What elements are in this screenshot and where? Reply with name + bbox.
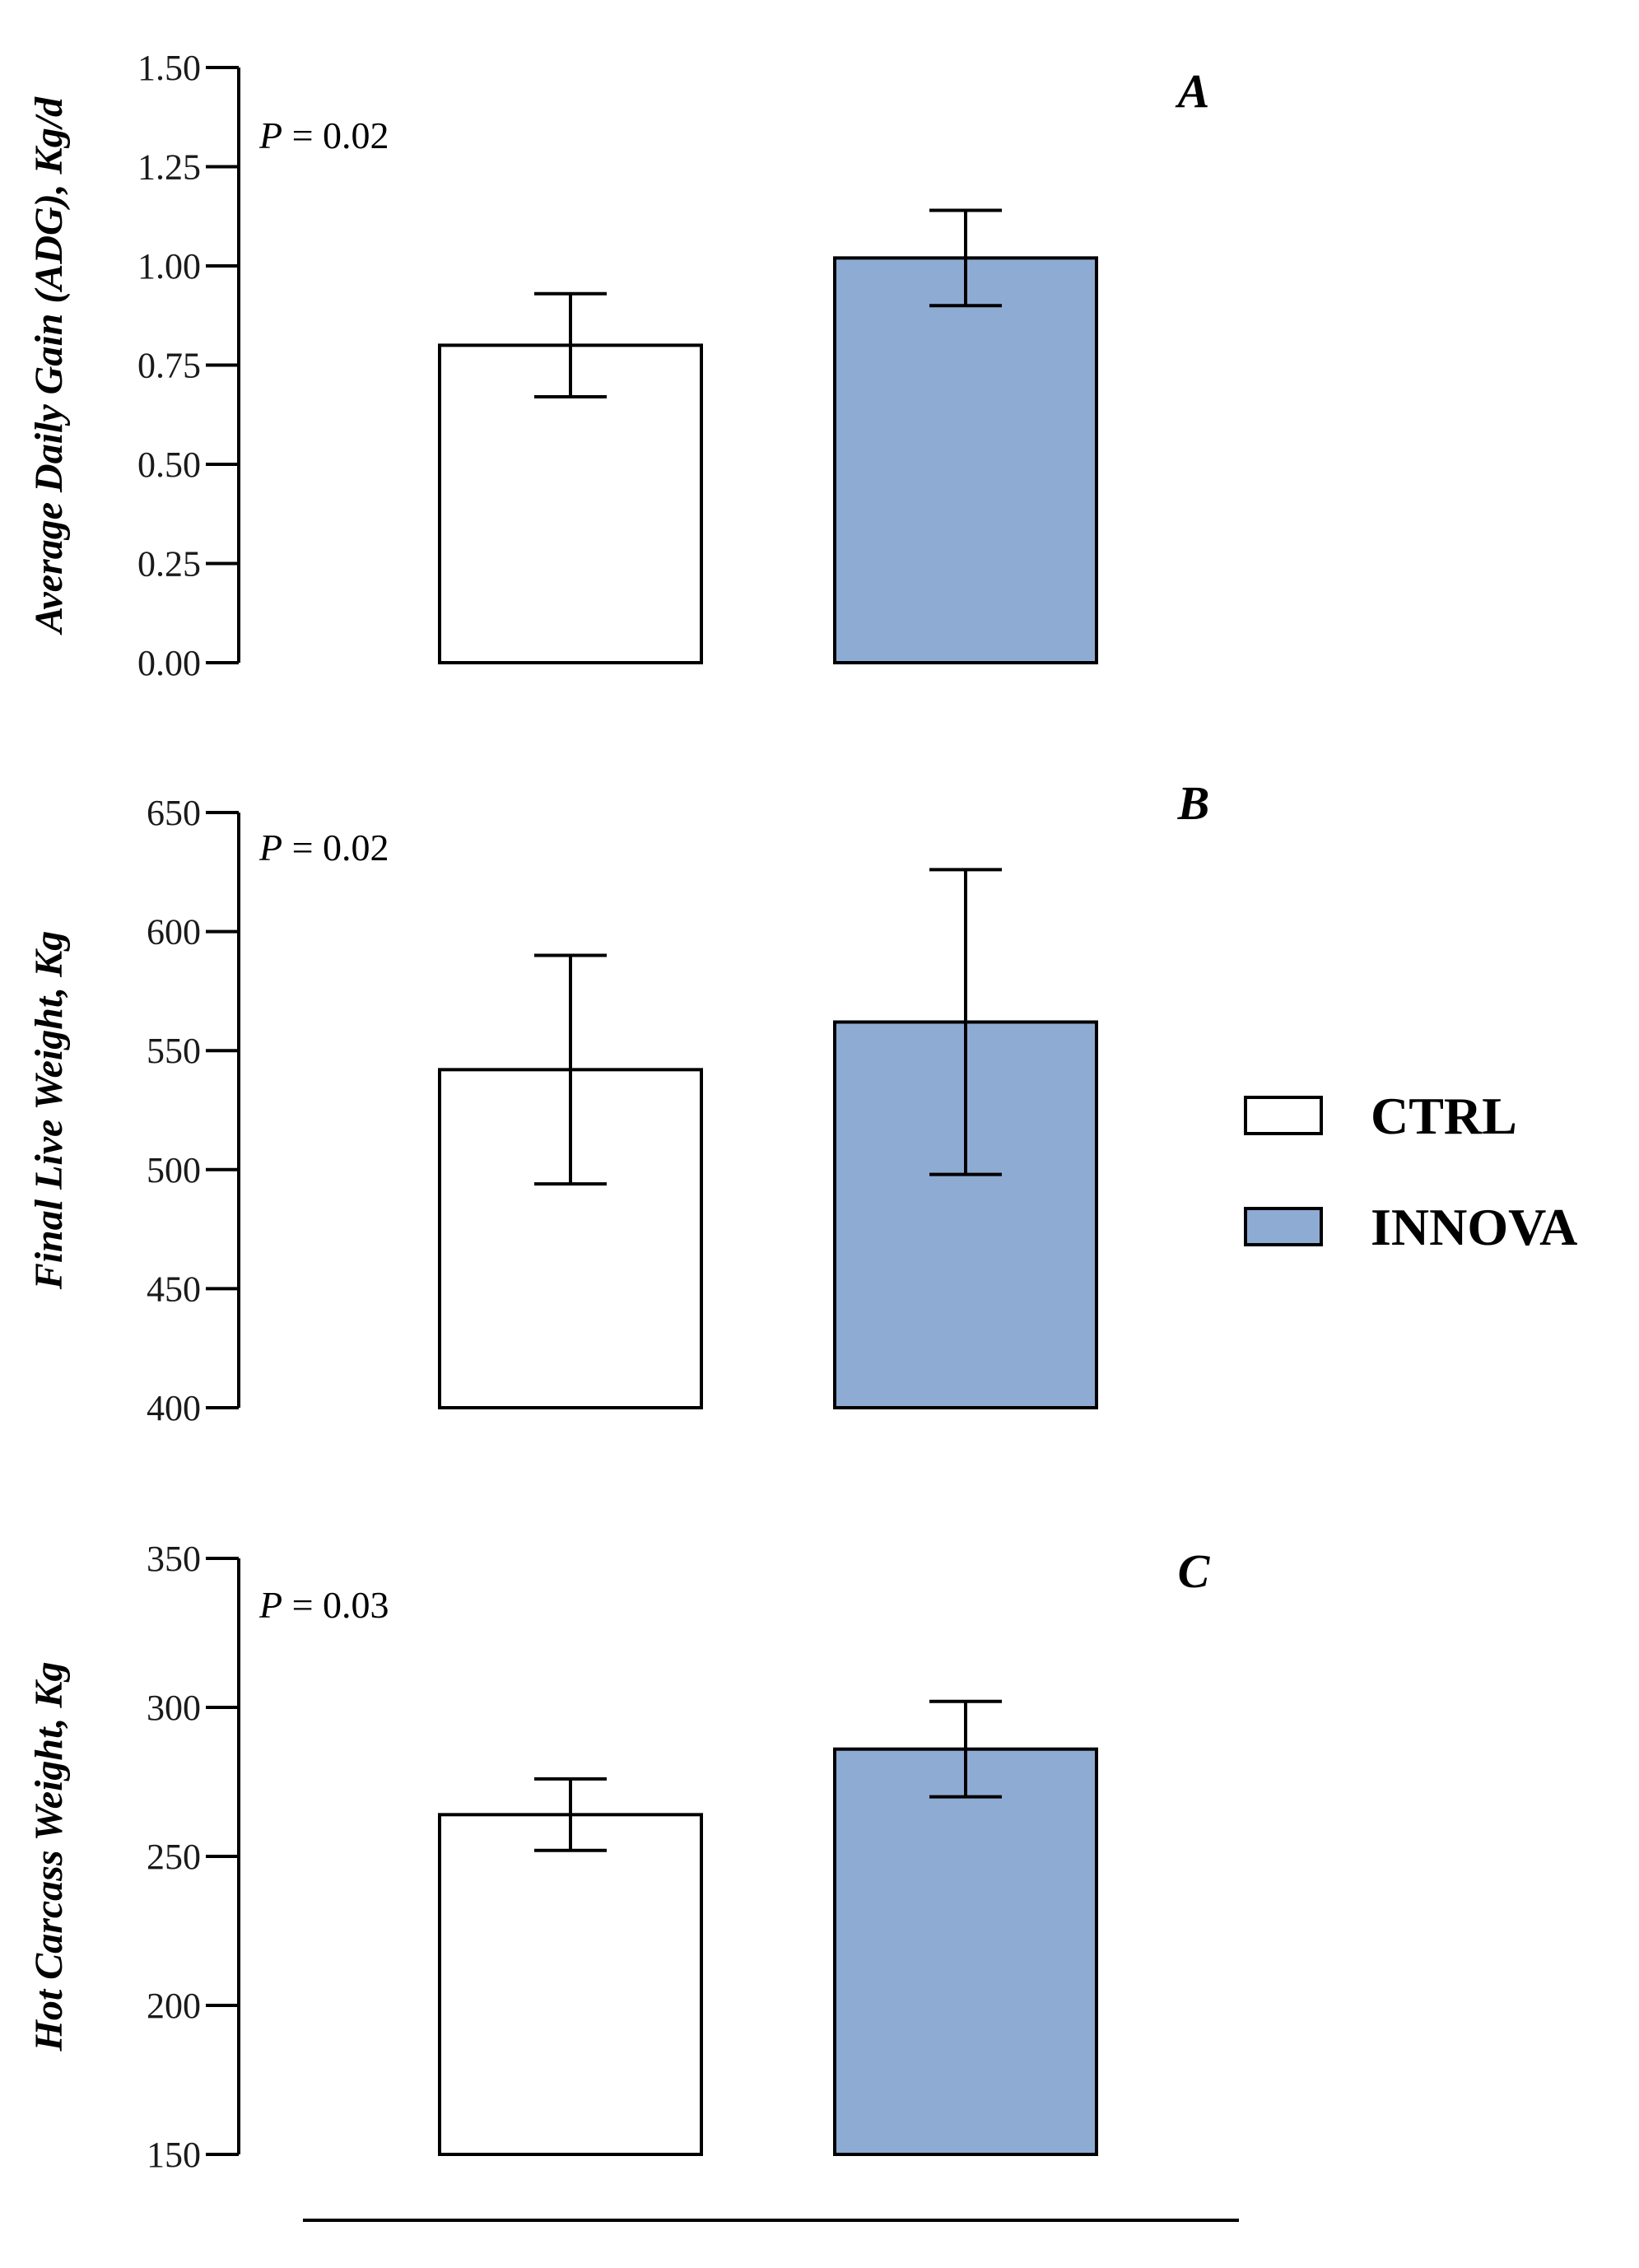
panel-c: 150 200 250 300 350 Hot Carcass Weight, Kg C P … [27, 1539, 1211, 2175]
y-tick-label: 0.00 [137, 643, 201, 683]
y-tick-label: 300 [147, 1688, 201, 1728]
p-value-annotation: P = 0.02 [258, 114, 389, 156]
y-tick-label: 200 [147, 1986, 201, 2026]
y-axis-label: Average Daily Gain (ADG), Kg/d [27, 96, 71, 636]
panel-letter: A [1176, 64, 1210, 118]
y-tick-label: 1.00 [137, 246, 201, 286]
y-tick-label: 250 [147, 1837, 201, 1877]
y-tick-label: 150 [147, 2135, 201, 2175]
legend-swatch-ctrl [1244, 1096, 1323, 1135]
legend: CTRL INNOVA [1244, 1087, 1577, 1256]
y-tick-label: 500 [147, 1150, 201, 1190]
panel-a: 0.00 0.25 0.50 0.75 1.00 1.25 1.50 Average Dail… [27, 48, 1209, 683]
panel-letter: C [1178, 1544, 1211, 1598]
y-tick-label: 650 [147, 793, 201, 833]
y-tick-label: 1.25 [137, 147, 201, 188]
y-tick-label: 0.25 [137, 544, 201, 584]
y-tick-label: 0.75 [137, 346, 201, 386]
y-tick-label: 450 [147, 1269, 201, 1309]
p-value-symbol: P [258, 827, 282, 869]
y-tick-label: 600 [147, 912, 201, 952]
legend-swatch-innova [1244, 1207, 1323, 1246]
panel-letter: B [1177, 776, 1210, 830]
panel-b: 400 450 500 550 600 650 Final Live Weight, Kg B… [27, 776, 1209, 1428]
legend-label-ctrl: CTRL [1371, 1087, 1517, 1145]
legend-label-innova: INNOVA [1371, 1198, 1577, 1256]
y-axis-label: Hot Carcass Weight, Kg [27, 1662, 71, 2052]
p-value-symbol: P [258, 1584, 282, 1626]
bar-ctrl [438, 1813, 703, 2157]
p-value-annotation: P = 0.03 [258, 1584, 389, 1626]
y-tick-label: 350 [147, 1539, 201, 1579]
p-value-symbol: P [258, 114, 282, 156]
y-tick-label: 550 [147, 1031, 201, 1071]
p-value-text: = 0.03 [282, 1584, 389, 1626]
p-value-text: = 0.02 [282, 114, 389, 156]
p-value-annotation: P = 0.02 [258, 827, 389, 869]
p-value-text: = 0.02 [282, 827, 389, 869]
bar-innova [833, 1747, 1098, 2156]
y-tick-label: 1.50 [137, 48, 201, 88]
y-axis-label: Final Live Weight, Kg [27, 931, 71, 1291]
y-tick-label: 0.50 [137, 445, 201, 485]
y-tick-label: 400 [147, 1388, 201, 1428]
bar-innova [833, 256, 1098, 664]
